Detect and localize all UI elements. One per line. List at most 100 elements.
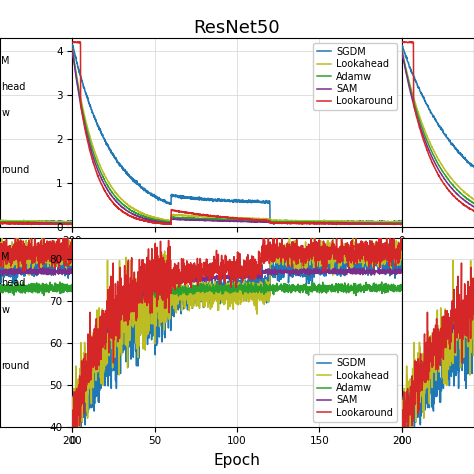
Adamw xyxy=(442,329,447,335)
SGDM xyxy=(442,131,447,137)
Line: Lookahead: Lookahead xyxy=(73,238,401,427)
Lookahead xyxy=(63,219,68,225)
Line: Lookaround: Lookaround xyxy=(0,223,73,225)
Lookahead xyxy=(397,220,402,226)
Lookahead xyxy=(450,257,456,263)
Line: Lookaround: Lookaround xyxy=(0,238,73,271)
SGDM xyxy=(399,42,404,47)
Lookaround xyxy=(72,39,78,45)
SAM xyxy=(63,266,68,272)
Line: Lookaround: Lookaround xyxy=(73,238,401,427)
Lookaround xyxy=(443,322,448,328)
Text: M: M xyxy=(1,55,10,65)
Adamw xyxy=(389,220,395,226)
SGDM xyxy=(464,158,470,164)
Adamw xyxy=(66,221,72,227)
Lookaround xyxy=(6,220,11,226)
Lookaround xyxy=(459,260,465,266)
Adamw xyxy=(70,46,75,52)
SGDM xyxy=(443,132,448,137)
SAM xyxy=(18,220,23,226)
Lookahead xyxy=(441,166,447,172)
Lookaround xyxy=(389,248,395,254)
SGDM xyxy=(460,361,465,366)
SGDM xyxy=(443,378,449,383)
Text: w: w xyxy=(1,305,9,315)
SAM xyxy=(221,218,227,224)
SGDM xyxy=(87,368,92,374)
SAM xyxy=(441,338,447,344)
Lookahead xyxy=(471,323,474,328)
Lookahead xyxy=(399,47,405,53)
SAM xyxy=(389,221,395,227)
Adamw xyxy=(63,287,68,293)
Lookaround xyxy=(12,235,18,241)
Lookahead xyxy=(70,245,75,251)
Lookahead xyxy=(70,46,75,52)
SAM xyxy=(471,204,474,210)
Lookaround xyxy=(465,205,470,210)
SGDM xyxy=(18,255,23,261)
Line: Lookaround: Lookaround xyxy=(401,42,474,211)
Adamw xyxy=(329,219,335,225)
Lookaround xyxy=(329,242,335,247)
SAM xyxy=(54,269,59,274)
SGDM xyxy=(460,153,465,159)
Adamw xyxy=(20,286,26,292)
SGDM xyxy=(28,222,34,228)
SAM xyxy=(389,268,395,273)
Lookahead xyxy=(27,273,32,278)
Lookaround xyxy=(18,221,23,227)
SAM xyxy=(15,269,21,274)
Lookaround xyxy=(460,201,465,206)
Lookaround xyxy=(389,221,395,227)
Line: Adamw: Adamw xyxy=(401,49,474,203)
SAM xyxy=(399,424,404,429)
Lookaround xyxy=(471,302,474,308)
SAM xyxy=(399,47,404,53)
SGDM xyxy=(0,270,3,275)
Adamw xyxy=(443,173,448,179)
Adamw xyxy=(399,422,405,428)
Adamw xyxy=(460,310,465,316)
Adamw xyxy=(443,325,448,331)
SGDM xyxy=(399,218,404,224)
Lookaround xyxy=(443,184,449,190)
SGDM xyxy=(471,164,474,169)
Lookaround xyxy=(0,220,3,226)
SAM xyxy=(15,220,21,226)
SGDM xyxy=(399,393,404,399)
Lookaround xyxy=(87,146,92,151)
Lookaround xyxy=(15,220,21,226)
Adamw xyxy=(229,217,235,222)
Lookaround xyxy=(442,182,447,188)
Lookahead xyxy=(399,395,404,401)
SAM xyxy=(329,220,335,226)
SGDM xyxy=(334,222,339,228)
Lookaround xyxy=(441,345,447,351)
SGDM xyxy=(15,268,21,273)
SAM xyxy=(329,268,335,274)
SGDM xyxy=(399,424,405,429)
SAM xyxy=(86,363,92,368)
Adamw xyxy=(389,284,395,290)
Lookaround xyxy=(20,268,26,274)
SAM xyxy=(0,268,3,274)
SGDM xyxy=(70,268,75,274)
Adamw xyxy=(329,288,335,293)
Adamw xyxy=(389,220,395,226)
Adamw xyxy=(18,220,23,226)
SGDM xyxy=(63,251,68,257)
SAM xyxy=(442,176,447,182)
Adamw xyxy=(441,334,447,339)
Adamw xyxy=(393,221,399,227)
Line: SGDM: SGDM xyxy=(0,220,73,225)
SGDM xyxy=(442,377,447,383)
Adamw xyxy=(471,201,474,206)
Lookahead xyxy=(0,218,5,223)
SAM xyxy=(86,141,92,146)
Text: w: w xyxy=(1,109,9,118)
Lookahead xyxy=(442,166,447,172)
Adamw xyxy=(399,287,404,292)
SGDM xyxy=(471,312,474,318)
